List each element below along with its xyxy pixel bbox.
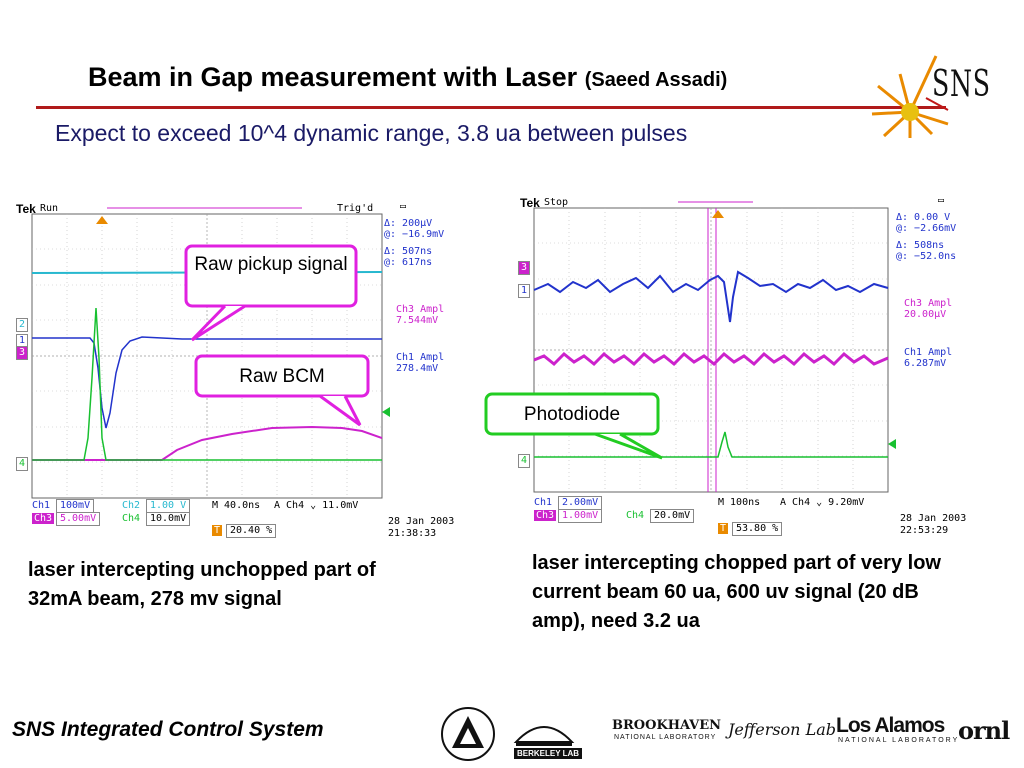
scope-left-trigger-state: Trig'd [337, 203, 374, 214]
brookhaven-logo: BROOKHAVEN [612, 718, 722, 733]
footer-text: SNS Integrated Control System [12, 718, 324, 741]
jefferson-logo: Jefferson Lab [728, 720, 836, 739]
title-rule [36, 106, 946, 109]
oscilloscope-right: Tek Stop ▭ Δ: 0.00 V @: −2.66mV Δ: 508ns… [518, 192, 978, 537]
ch2-scale: 1.00 V [146, 499, 191, 513]
marker-ch4: 4 [16, 457, 29, 471]
slide-subtitle: Expect to exceed 10^4 dynamic range, 3.8… [55, 120, 688, 146]
marker-ch1: 1 [518, 284, 531, 298]
scope-left-cursor1-at: @: −16.9mV [384, 229, 445, 240]
los-alamos-logo-sub: NATIONAL LABORATORY [838, 737, 960, 744]
scope-left-date: 28 Jan 2003 [388, 516, 455, 527]
scope-right-cursor2-delta: Δ: 508ns [896, 240, 945, 251]
scope-right-display [533, 201, 896, 493]
scope-right-meas1-value: 20.00μV [904, 309, 947, 320]
ch4-scale: 10.0mV [146, 512, 191, 526]
trigger-setting: A Ch4 ⌄ 9.20mV [780, 497, 865, 508]
scope-left-cursor1-delta: Δ: 200μV [384, 218, 433, 229]
scope-right-date: 28 Jan 2003 [900, 513, 967, 524]
ch1-scale: 2.00mV [558, 496, 603, 510]
scope-left-time: 21:38:33 [388, 528, 437, 539]
sns-logo: SNS [870, 50, 990, 140]
scope-right-cursor1-delta: Δ: 0.00 V [896, 212, 951, 223]
timebase: M 40.0ns [212, 500, 261, 511]
title-main: Beam in Gap measurement with Laser [88, 62, 578, 92]
sns-star-icon [871, 55, 949, 138]
battery-icon: ▭ [938, 195, 945, 206]
ch1-label: Ch1 [534, 497, 553, 508]
scope-right-cursor2-at: @: −52.0ns [896, 251, 957, 262]
marker-ch2: 2 [16, 318, 29, 332]
marker-ch4: 4 [518, 454, 531, 468]
berkeley-building-icon [513, 726, 575, 746]
callout-raw-pickup: Raw pickup signal [194, 254, 348, 275]
ch3-scale: 5.00mV [56, 512, 101, 526]
trigger-pos-icon: T [212, 525, 223, 536]
timebase: M 100ns [718, 497, 761, 508]
scope-left-meas2-label: Ch1 Ampl [396, 352, 445, 363]
ornl-logo: ornl [958, 716, 1010, 745]
ch3-label: Ch3 [32, 513, 55, 524]
trigger-position: 20.40 % [226, 524, 277, 538]
ch1-label: Ch1 [32, 500, 51, 511]
scope-left-cursor2-delta: Δ: 507ns [384, 246, 433, 257]
los-alamos-logo: Los Alamos [836, 714, 945, 737]
slide-title: Beam in Gap measurement with Laser (Saee… [88, 62, 727, 93]
scope-left-meas1-label: Ch3 Ampl [396, 304, 445, 315]
trigger-pos-icon: T [718, 523, 729, 534]
trace-ch4 [534, 431, 888, 458]
brookhaven-logo-sub: NATIONAL LABORATORY [614, 734, 717, 741]
trace-ch4 [32, 307, 382, 461]
callout-photodiode: Photodiode [523, 404, 621, 425]
berkeley-logo-text: BERKELEY LAB [514, 748, 583, 759]
title-author: (Saeed Assadi) [584, 69, 728, 91]
callout-raw-bcm: Raw BCM [239, 366, 325, 387]
caption-right: laser intercepting chopped part of very … [532, 552, 941, 632]
argonne-logo-icon [441, 707, 495, 761]
ch4-scale: 20.0mV [650, 509, 695, 523]
ch3-label: Ch3 [534, 510, 557, 521]
ch2-label: Ch2 [122, 500, 141, 511]
sns-logo-text: SNS [932, 64, 991, 105]
trigger-position: 53.80 % [732, 522, 783, 536]
ch4-label: Ch4 [626, 510, 645, 521]
battery-icon: ▭ [400, 201, 407, 212]
berkeley-logo: BERKELEY LAB [512, 712, 583, 760]
trace-ch3 [533, 351, 889, 367]
scope-left-meas1-value: 7.544mV [396, 315, 439, 326]
marker-ch3: 3 [518, 261, 531, 275]
ch1-scale: 100mV [56, 499, 95, 513]
scope-right-cursor1-at: @: −2.66mV [896, 223, 957, 234]
trace-ch1 [533, 270, 889, 323]
scope-left-cursor2-at: @: 617ns [384, 257, 433, 268]
trace-ch3 [32, 425, 383, 461]
ch3-scale: 1.00mV [558, 509, 603, 523]
marker-ch3: 3 [16, 346, 29, 360]
scope-left-brand: Tek [16, 202, 36, 216]
scope-right-time: 22:53:29 [900, 525, 949, 536]
scope-right-meas2-value: 6.287mV [904, 358, 947, 369]
scope-right-brand: Tek [520, 196, 540, 210]
scope-right-run-state: Stop [544, 197, 569, 208]
scope-right-meas2-label: Ch1 Ampl [904, 347, 953, 358]
caption-left: laser intercepting unchopped part of 32m… [28, 559, 376, 610]
ch4-label: Ch4 [122, 513, 141, 524]
scope-left-run-state: Run [40, 203, 59, 214]
scope-right-meas1-label: Ch3 Ampl [904, 298, 953, 309]
scope-left-meas2-value: 278.4mV [396, 363, 439, 374]
trigger-setting: A Ch4 ⌄ 11.0mV [274, 500, 359, 511]
